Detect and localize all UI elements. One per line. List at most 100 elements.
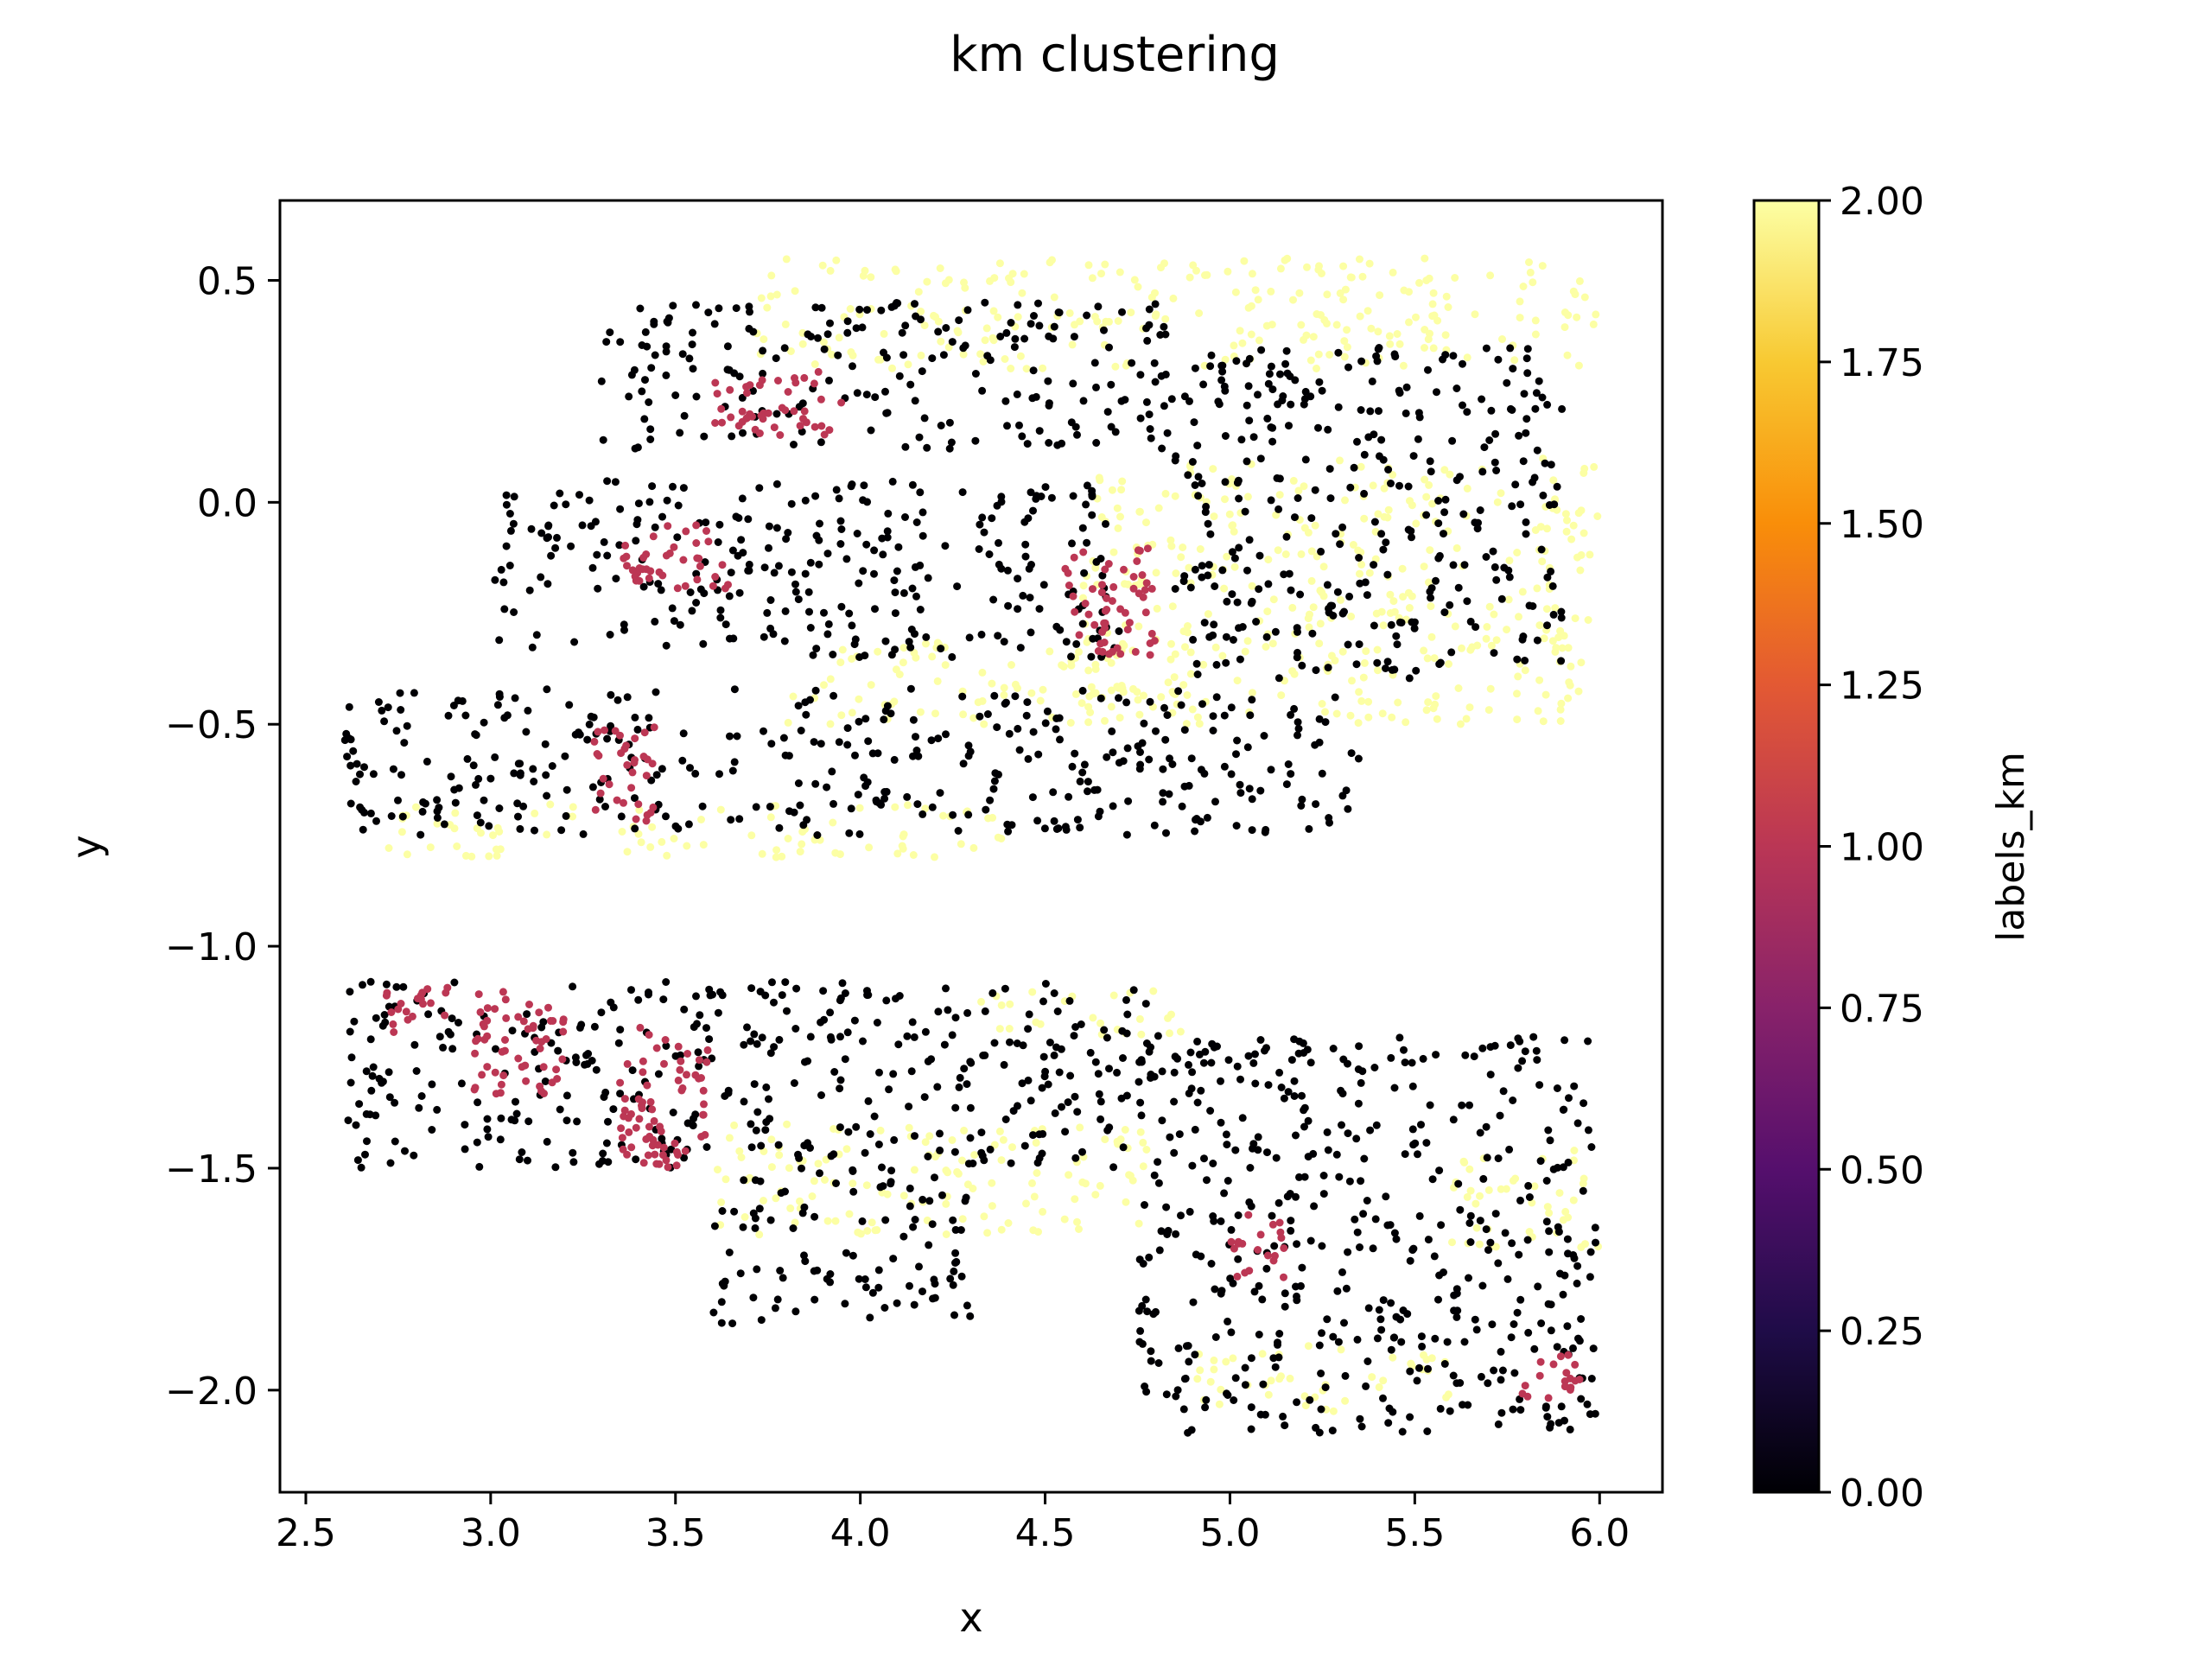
scatter-point	[997, 1001, 1006, 1009]
scatter-point	[1395, 386, 1403, 395]
scatter-point	[345, 702, 353, 711]
scatter-point	[809, 651, 817, 659]
scatter-point	[401, 1147, 409, 1155]
scatter-point	[1357, 696, 1366, 705]
scatter-point	[865, 843, 874, 852]
scatter-point	[1024, 1076, 1033, 1084]
scatter-point	[1193, 442, 1202, 450]
scatter-point	[1343, 326, 1351, 334]
scatter-point	[362, 1109, 371, 1118]
scatter-point	[1245, 354, 1254, 363]
scatter-point	[764, 409, 772, 417]
scatter-point	[582, 1051, 590, 1059]
colorbar-tick-label: 2.00	[1840, 180, 1924, 224]
scatter-point	[884, 509, 893, 518]
scatter-point	[918, 1195, 927, 1204]
scatter-point	[498, 1047, 506, 1056]
scatter-point	[1210, 1217, 1218, 1225]
scatter-point	[1321, 1383, 1330, 1392]
scatter-point	[835, 334, 843, 342]
scatter-point	[1218, 367, 1227, 376]
scatter-point	[575, 728, 582, 737]
scatter-point	[631, 824, 639, 833]
scatter-point	[959, 710, 968, 719]
scatter-point	[1365, 259, 1374, 268]
scatter-point	[995, 1025, 1004, 1033]
scatter-point	[1460, 561, 1469, 569]
scatter-point	[762, 1083, 771, 1091]
scatter-point	[1523, 369, 1532, 378]
scatter-point	[1185, 1207, 1194, 1216]
scatter-point	[1209, 631, 1217, 639]
scatter-point	[816, 1169, 823, 1178]
scatter-point	[977, 997, 985, 1006]
scatter-point	[1447, 648, 1456, 657]
scatter-point	[1214, 397, 1223, 406]
scatter-point	[635, 805, 644, 814]
scatter-point	[880, 794, 889, 803]
scatter-point	[753, 1039, 761, 1048]
scatter-point	[571, 1053, 580, 1062]
scatter-point	[440, 820, 448, 829]
scatter-point	[941, 542, 950, 550]
scatter-point	[1580, 293, 1589, 302]
scatter-point	[1318, 386, 1326, 395]
scatter-point	[891, 588, 899, 597]
scatter-point	[471, 730, 480, 739]
scatter-point	[820, 681, 828, 690]
scatter-point	[1503, 626, 1511, 634]
scatter-point	[742, 383, 751, 391]
scatter-point	[933, 639, 942, 647]
scatter-point	[451, 809, 460, 817]
scatter-point	[939, 811, 948, 820]
scatter-point	[1096, 694, 1105, 702]
scatter-point	[1246, 1164, 1255, 1172]
scatter-point	[1389, 1333, 1398, 1342]
scatter-point	[1161, 489, 1170, 498]
scatter-point	[1193, 671, 1202, 678]
scatter-point	[1078, 768, 1087, 777]
scatter-point	[928, 354, 937, 363]
scatter-point	[1024, 514, 1033, 523]
scatter-point	[647, 364, 656, 372]
scatter-point	[1531, 404, 1540, 413]
scatter-point	[1484, 1379, 1492, 1388]
scatter-point	[1393, 640, 1402, 649]
scatter-point	[953, 582, 962, 591]
scatter-point	[1315, 738, 1324, 747]
scatter-point	[1536, 1357, 1545, 1366]
scatter-point	[1347, 749, 1356, 758]
scatter-point	[763, 608, 772, 617]
scatter-point	[362, 1067, 371, 1076]
scatter-point	[623, 562, 631, 570]
scatter-point	[1172, 452, 1180, 461]
scatter-point	[1275, 1330, 1284, 1338]
scatter-point	[1287, 586, 1295, 594]
scatter-point	[1314, 423, 1322, 432]
scatter-point	[433, 1105, 442, 1114]
scatter-point	[725, 1134, 734, 1142]
scatter-point	[1339, 1055, 1348, 1064]
scatter-point	[880, 788, 889, 796]
y-tick-label: 0.5	[197, 259, 257, 303]
scatter-point	[1078, 524, 1087, 532]
scatter-point	[613, 696, 622, 704]
scatter-point	[1158, 1116, 1166, 1125]
scatter-point	[1303, 263, 1311, 271]
scatter-point	[1591, 1409, 1599, 1418]
scatter-point	[772, 1194, 780, 1203]
scatter-point	[836, 658, 845, 667]
scatter-point	[1338, 647, 1347, 656]
scatter-point	[591, 805, 600, 814]
scatter-point	[1424, 698, 1433, 707]
scatter-point	[569, 803, 577, 811]
scatter-point	[1026, 594, 1034, 602]
scatter-point	[1105, 650, 1114, 658]
scatter-point	[1392, 1235, 1401, 1243]
scatter-point	[1248, 582, 1256, 590]
scatter-point	[1191, 1125, 1199, 1134]
scatter-point	[867, 681, 875, 690]
scatter-point	[801, 1257, 810, 1266]
scatter-point	[1356, 579, 1364, 588]
scatter-point	[1073, 816, 1082, 824]
